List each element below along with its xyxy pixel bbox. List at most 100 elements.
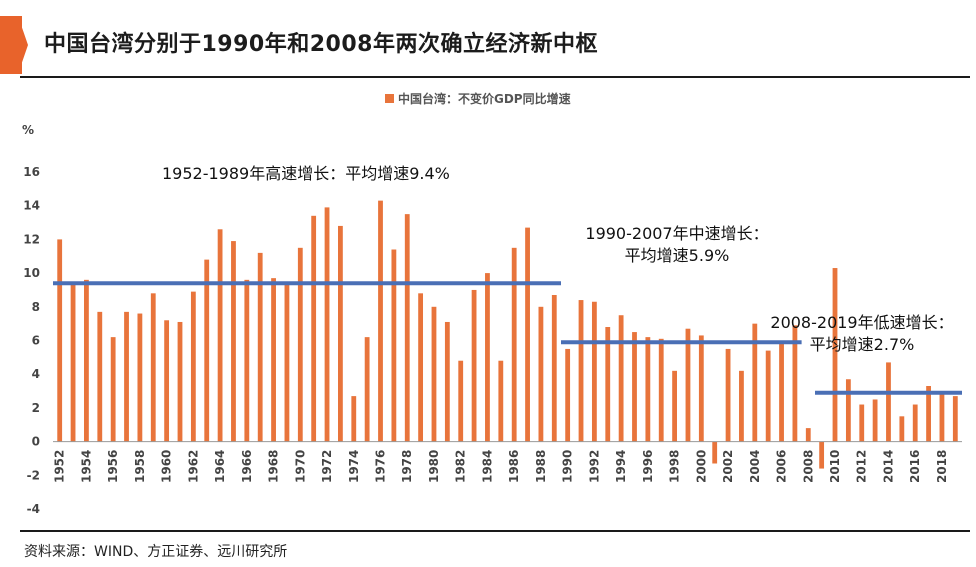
bar-1957 (124, 311, 129, 442)
x-tick-label: 1974 (347, 450, 361, 483)
bar-1981 (444, 321, 450, 442)
x-tick-label: 1976 (374, 450, 388, 483)
bar-2018 (939, 394, 945, 442)
x-tick-label: 1968 (267, 450, 281, 483)
x-tick-label: 1984 (480, 450, 494, 483)
bar-1985 (498, 360, 504, 442)
bar-2006 (779, 343, 784, 442)
y-tick-label: -2 (27, 468, 40, 482)
x-tick-label: 2004 (748, 450, 762, 483)
x-tick-label: 1994 (614, 450, 628, 483)
bar-1984 (485, 273, 490, 442)
bar-1967 (257, 252, 263, 442)
bar-1988 (538, 306, 544, 442)
bar-1956 (110, 337, 116, 442)
x-tick-label: 1998 (668, 450, 682, 483)
y-tick-label: 10 (23, 266, 40, 280)
title-accent-tip (18, 16, 28, 74)
x-tick-label: 2018 (935, 450, 949, 483)
bar-2013 (872, 399, 878, 442)
x-tick-label: 1952 (53, 450, 67, 483)
x-tick-label: 1962 (186, 450, 200, 483)
bar-1995 (632, 332, 637, 442)
bar-1975 (364, 337, 370, 442)
annotation-text: 平均增速2.7% (810, 335, 915, 354)
bar-1971 (311, 215, 317, 442)
x-tick-label: 1970 (293, 450, 307, 483)
footer-divider (20, 530, 970, 532)
annotations: 1952-1989年高速增长：平均增速9.4% 1990-2007年中速增长： 平均… (162, 164, 954, 354)
title-accent-bar (0, 16, 22, 74)
x-tick-label: 1960 (160, 450, 174, 483)
bar-1991 (578, 300, 584, 442)
bar-2012 (859, 404, 865, 442)
annotation-text: 2008-2019年低速增长： (770, 313, 953, 332)
bar-1998 (672, 370, 677, 442)
bar-2008 (805, 428, 811, 442)
legend: 中国台湾：不变价GDP同比增速 (385, 91, 571, 106)
x-tick-label: 1956 (106, 450, 120, 483)
y-tick-label: 6 (32, 334, 40, 348)
x-tick-label: 1992 (587, 450, 601, 483)
x-tick-label: 1958 (133, 450, 147, 483)
annotation-text: 1990-2007年中速增长： (585, 224, 768, 243)
legend-label: 中国台湾：不变价GDP同比增速 (398, 91, 571, 106)
bar-2019 (952, 396, 958, 442)
x-tick-label: 2000 (694, 450, 708, 483)
bar-1987 (525, 227, 530, 442)
bar-1970 (297, 247, 303, 442)
bar-1978 (404, 214, 410, 442)
y-tick-label: 8 (32, 300, 40, 314)
bar-2004 (752, 323, 758, 442)
y-tick-label: 14 (23, 199, 40, 213)
x-tick-label: 2010 (828, 450, 842, 483)
x-tick-label: 1986 (507, 450, 521, 483)
bar-2001 (712, 441, 718, 464)
x-tick-label: 2008 (801, 450, 815, 483)
bar-1980 (431, 306, 437, 442)
bar-1986 (511, 247, 517, 442)
bar-2015 (899, 416, 905, 442)
bar-2000 (698, 335, 704, 442)
bar-1993 (605, 327, 611, 442)
bars (57, 200, 958, 469)
bar-2005 (765, 350, 771, 442)
bar-1999 (685, 328, 691, 442)
bar-2007 (792, 325, 798, 442)
bar-1974 (351, 396, 357, 442)
y-tick-label: 0 (32, 435, 40, 449)
average-lines (53, 281, 962, 395)
annotation-text: 平均增速5.9% (625, 246, 730, 265)
bar-1968 (271, 278, 276, 442)
bar-2017 (926, 386, 931, 442)
bar-1963 (204, 259, 210, 442)
x-tick-label: 1996 (641, 450, 655, 483)
bar-1979 (418, 293, 424, 442)
bar-1989 (551, 295, 557, 442)
legend-swatch (385, 94, 394, 103)
header-divider (20, 76, 970, 78)
bar-1977 (391, 249, 397, 442)
bar-2009 (819, 441, 825, 469)
y-axis-unit: % (22, 123, 34, 137)
x-tick-label: 2006 (775, 450, 789, 483)
y-tick-label: -4 (27, 502, 40, 516)
bar-1954 (84, 279, 89, 442)
bar-2002 (725, 348, 731, 442)
y-axis-ticks: -4 -2 0 2 4 6 8 10 12 14 16 (23, 165, 40, 516)
bar-1958 (137, 313, 143, 442)
bar-1966 (244, 279, 250, 442)
bar-1964 (217, 229, 223, 442)
bar-1972 (324, 207, 330, 442)
x-tick-label: 1980 (427, 450, 441, 483)
bar-2014 (886, 362, 891, 442)
bar-1961 (177, 321, 183, 442)
x-tick-label: 2012 (855, 450, 869, 483)
bar-1990 (565, 348, 571, 442)
bar-1973 (338, 225, 343, 442)
bar-1965 (231, 241, 236, 442)
y-tick-label: 4 (32, 367, 40, 381)
bar-1996 (645, 337, 651, 442)
x-tick-label: 1982 (454, 450, 468, 483)
bar-2003 (739, 370, 744, 442)
